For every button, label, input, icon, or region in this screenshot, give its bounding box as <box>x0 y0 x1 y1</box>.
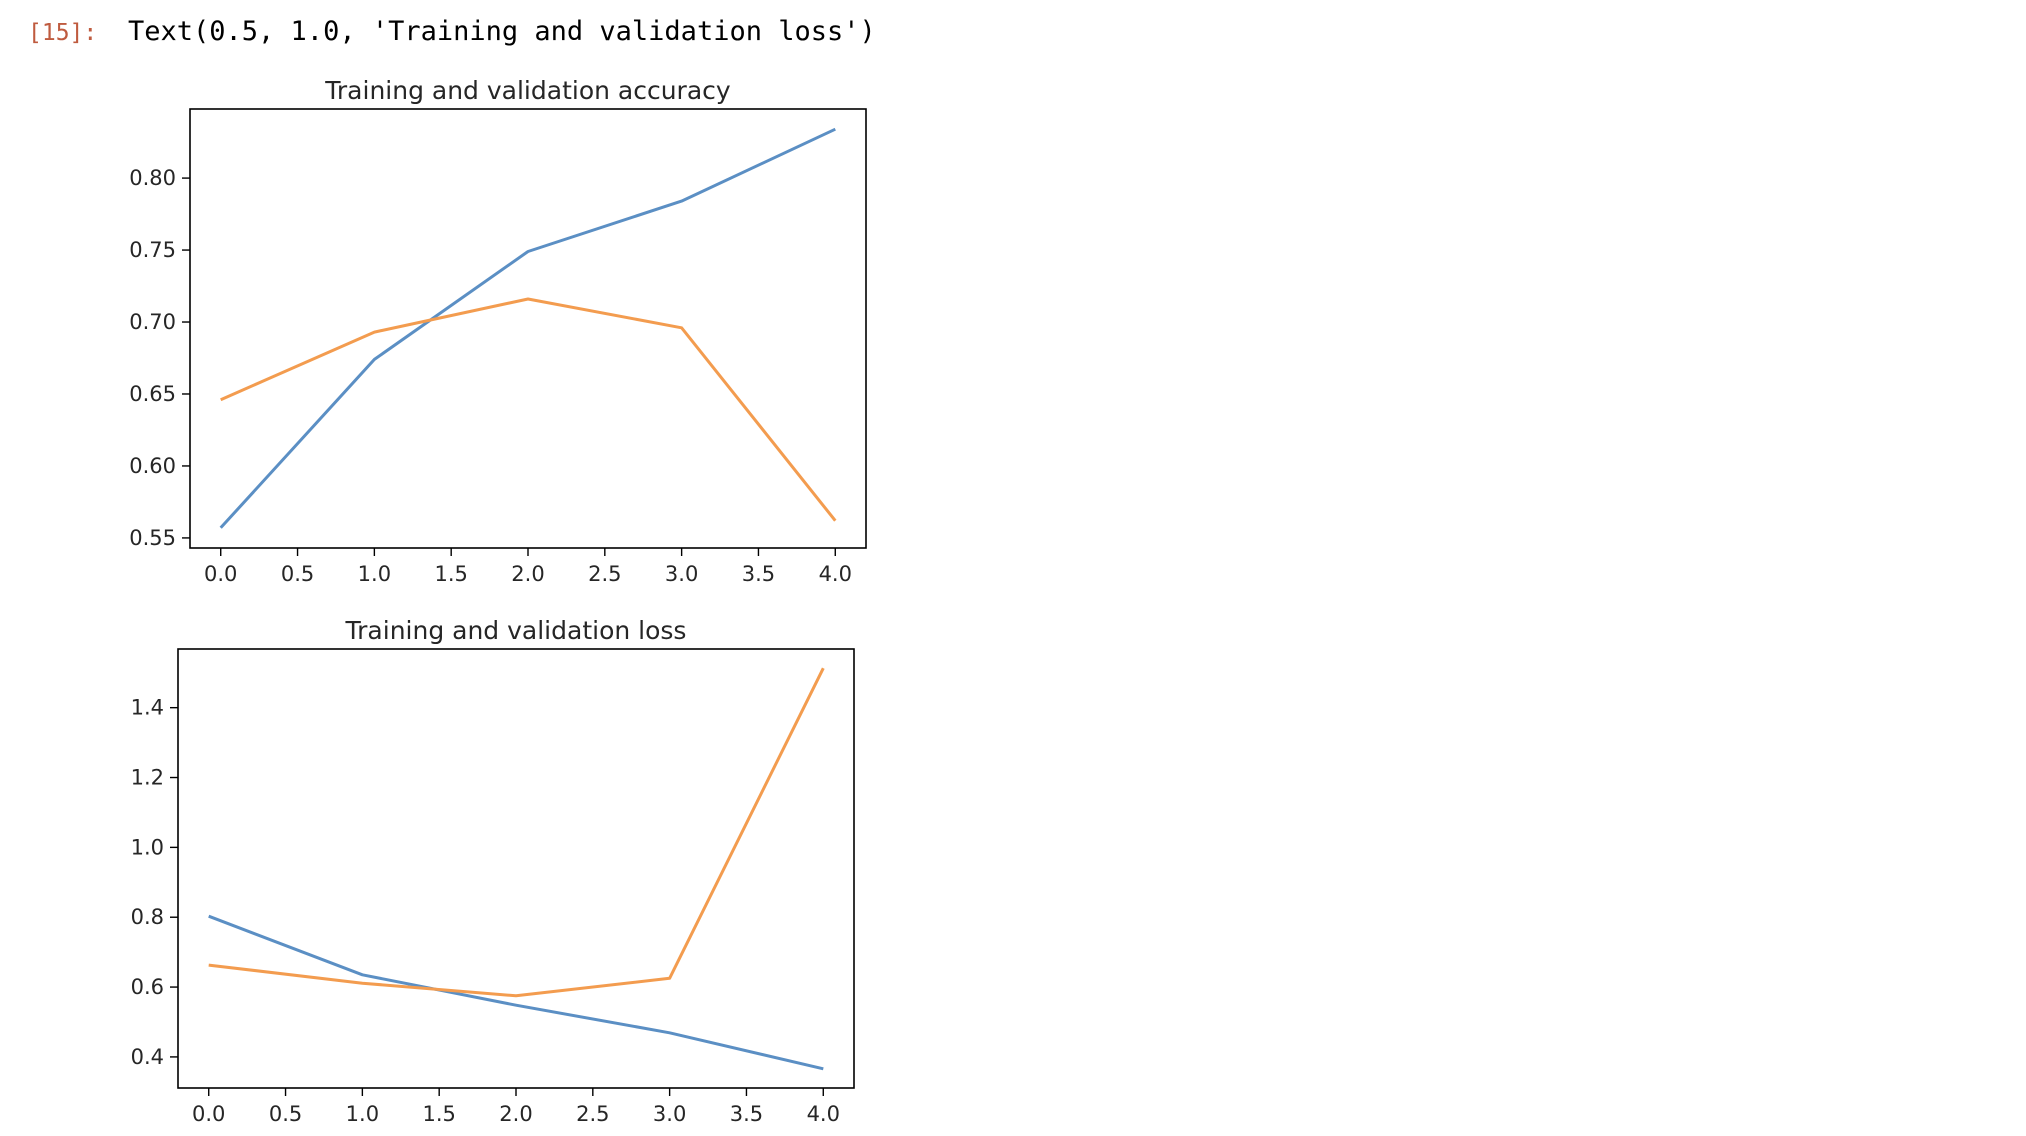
validation-series-line <box>220 297 837 522</box>
y-tick-label: 0.65 <box>129 382 176 406</box>
x-tick-label: 0.0 <box>192 1102 225 1126</box>
training-series-line <box>219 127 836 529</box>
cell-prompt: [15]: <box>28 20 98 46</box>
x-tick-label: 3.0 <box>665 562 698 586</box>
x-tick-label: 2.5 <box>576 1102 609 1126</box>
x-tick-label: 0.5 <box>281 562 314 586</box>
x-tick-label: 3.0 <box>653 1102 686 1126</box>
y-tick-label: 1.4 <box>131 696 164 720</box>
chart-title: Training and validation loss <box>345 616 687 645</box>
x-tick-label: 2.0 <box>511 562 544 586</box>
x-tick-label: 1.5 <box>434 562 467 586</box>
x-tick-label: 0.0 <box>204 562 237 586</box>
x-tick-label: 1.5 <box>422 1102 455 1126</box>
x-tick-label: 4.0 <box>807 1102 840 1126</box>
y-tick-label: 0.55 <box>129 526 176 550</box>
x-tick-label: 3.5 <box>730 1102 763 1126</box>
y-tick-label: 0.80 <box>129 166 176 190</box>
cell-output-text: Text(0.5, 1.0, 'Training and validation … <box>128 16 876 47</box>
x-tick-label: 1.0 <box>358 562 391 586</box>
validation-series-line <box>208 667 825 998</box>
x-tick-label: 1.0 <box>346 1102 379 1126</box>
loss-chart: Training and validation loss 0.0 0.5 1.0 1.5… <box>131 616 855 1126</box>
y-tick-label: 0.6 <box>131 975 164 999</box>
x-tick-label: 3.5 <box>742 562 775 586</box>
x-tick-label: 2.0 <box>499 1102 532 1126</box>
y-tick-label: 1.0 <box>131 835 164 859</box>
x-tick-label: 4.0 <box>819 562 852 586</box>
y-tick-label: 1.2 <box>131 766 164 790</box>
accuracy-chart: Training and validation accuracy 0.0 0.5 1.… <box>129 76 867 586</box>
y-tick-label: 0.75 <box>129 238 176 262</box>
axes-frame <box>177 648 855 1089</box>
y-tick-label: 0.60 <box>129 454 176 478</box>
chart-title: Training and validation accuracy <box>324 76 731 105</box>
training-series-line <box>208 914 824 1071</box>
x-tick-label: 2.5 <box>588 562 621 586</box>
y-tick-label: 0.70 <box>129 310 176 334</box>
axes-frame <box>189 108 867 549</box>
x-tick-label: 0.5 <box>269 1102 302 1126</box>
y-tick-label: 0.8 <box>131 905 164 929</box>
y-tick-label: 0.4 <box>131 1045 164 1069</box>
